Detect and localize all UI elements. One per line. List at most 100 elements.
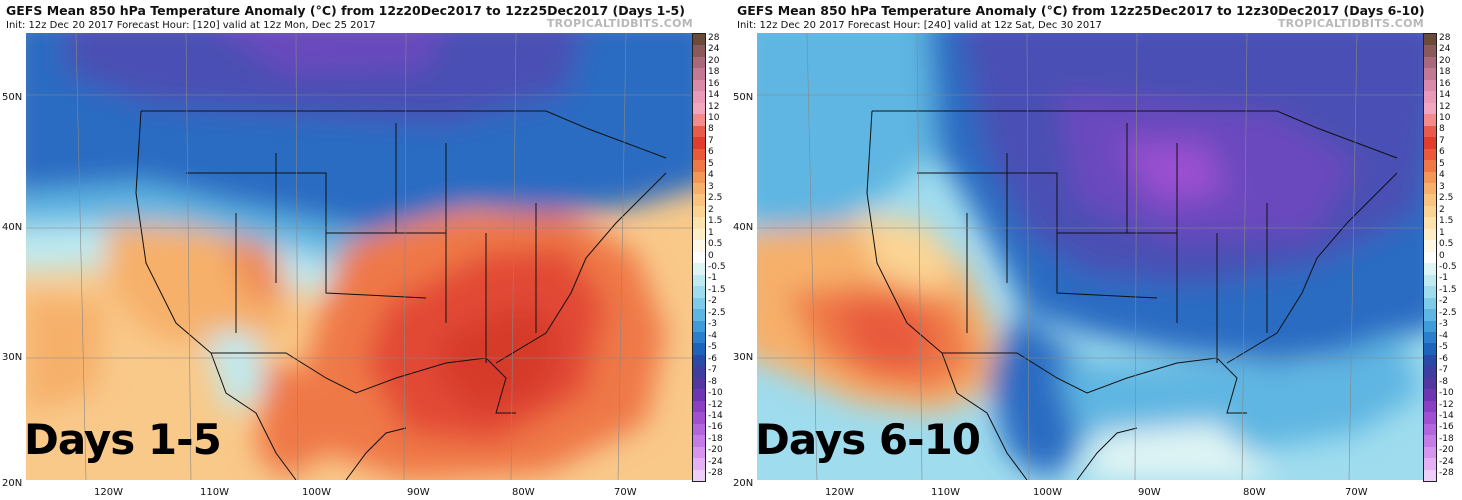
colorbar-tick-label: 5 — [1439, 158, 1445, 169]
colorbar-tick-label: 0.5 — [708, 239, 723, 250]
colorbar-tick-label: -2 — [1439, 296, 1448, 307]
colorbar-swatch — [693, 171, 705, 184]
colorbar-tick-label: -8 — [1439, 376, 1448, 387]
colorbar-tick-label: 1 — [1439, 227, 1445, 238]
colorbar-swatch — [1424, 137, 1436, 150]
colorbar-tick-label: 14 — [708, 90, 720, 101]
colorbar-swatch — [1424, 171, 1436, 184]
colorbar-swatch — [693, 446, 705, 459]
colorbar-tick-label: -12 — [1439, 399, 1454, 410]
panel-title: GEFS Mean 850 hPa Temperature Anomaly (°… — [6, 3, 685, 18]
colorbar-tick-label: -12 — [708, 399, 723, 410]
colorbar-tick-label: -4 — [1439, 330, 1448, 341]
colorbar-tick-label: -28 — [708, 468, 723, 479]
colorbar-swatch — [1424, 377, 1436, 390]
colorbar-swatch — [1424, 435, 1436, 448]
map-panel-days-6-10: GEFS Mean 850 hPa Temperature Anomaly (°… — [731, 0, 1462, 500]
colorbar-swatch — [1424, 194, 1436, 207]
colorbar-swatch — [1424, 228, 1436, 241]
map-panel-days-1-5: GEFS Mean 850 hPa Temperature Anomaly (°… — [2, 3, 726, 498]
colorbar-swatch — [693, 217, 705, 230]
colorbar-tick-label: -8 — [708, 376, 717, 387]
colorbar-swatch — [1424, 320, 1436, 333]
colorbar-tick-label: -3 — [1439, 319, 1448, 330]
colorbar-swatch — [1424, 205, 1436, 218]
colorbar-swatch — [693, 332, 705, 344]
colorbar-tick-label: 7 — [1439, 135, 1445, 146]
colorbar-swatch — [693, 435, 705, 448]
lon-label-70w: 70W — [614, 487, 637, 498]
colorbar-tick-label: 0.5 — [1439, 239, 1454, 250]
lon-label-110w: 110W — [931, 487, 960, 498]
colorbar-swatch — [693, 354, 705, 367]
colorbar-swatch — [693, 400, 705, 413]
colorbar-tick-label: 8 — [708, 124, 714, 135]
colorbar-swatch — [693, 309, 705, 322]
colorbar-swatch — [693, 102, 705, 115]
panel-subtitle: Init: 12z Dec 20 2017 Forecast Hour: [12… — [6, 20, 376, 31]
colorbar-swatch — [1424, 91, 1436, 104]
lat-label-40n: 40N — [2, 222, 23, 233]
colorbar-tick-label: -4 — [708, 330, 717, 341]
lon-label-120w: 120W — [825, 487, 854, 498]
colorbar-tick-label: 20 — [708, 55, 720, 66]
colorbar-tick-label: -6 — [1439, 353, 1448, 364]
lon-label-90w: 90W — [1138, 487, 1161, 498]
lon-label-80w: 80W — [512, 487, 535, 498]
colorbar-swatch — [1424, 309, 1436, 322]
colorbar-swatch — [693, 263, 705, 276]
colorbar-swatch — [693, 251, 705, 264]
colorbar-tick-label: -5 — [1439, 342, 1448, 353]
colorbar-swatch — [1424, 274, 1436, 287]
colorbar-swatch — [1424, 297, 1436, 310]
colorbar-tick-label: 24 — [708, 44, 720, 55]
anomaly-map — [26, 33, 692, 480]
colorbar-swatch — [1424, 240, 1436, 253]
colorbar-tick-label: 0 — [708, 250, 714, 261]
colorbar-tick-label: -14 — [1439, 410, 1454, 421]
colorbar-swatch — [1424, 79, 1436, 92]
colorbar-tick-label: 28 — [1439, 32, 1451, 43]
colorbar-tick-label: -1 — [1439, 273, 1448, 284]
colorbar-tick-label: 2.5 — [1439, 193, 1454, 204]
colorbar-swatch — [693, 377, 705, 390]
colorbar-tick-label: -24 — [1439, 456, 1454, 467]
lat-label-20n: 20N — [733, 478, 754, 489]
colorbar-tick-label: 1 — [708, 227, 714, 238]
colorbar-tick-label: -1 — [708, 273, 717, 284]
colorbar-tick-label: -20 — [1439, 445, 1454, 456]
colorbar-tick-label: -18 — [708, 433, 723, 444]
colorbar-tick-label: 16 — [708, 78, 720, 89]
colorbar-swatch — [693, 389, 705, 402]
colorbar-tick-label: 24 — [1439, 44, 1451, 55]
colorbar-tick-label: 16 — [1439, 78, 1451, 89]
colorbar-tick-label: -24 — [708, 456, 723, 467]
colorbar-swatch — [1424, 251, 1436, 264]
colorbar-swatch — [1424, 263, 1436, 276]
colorbar-swatch — [1424, 125, 1436, 138]
colorbar-tick-label: 8 — [1439, 124, 1445, 135]
colorbar-tick-label: -16 — [1439, 422, 1454, 433]
days-label: Days 1-5 — [24, 415, 222, 464]
colorbar-tick-label: 1.5 — [1439, 216, 1454, 227]
colorbar-tick-label: 3 — [1439, 181, 1445, 192]
colorbar-swatch — [693, 412, 705, 425]
colorbar-tick-label: 1.5 — [708, 216, 723, 227]
colorbar-tick-label: -5 — [708, 342, 717, 353]
colorbar-tick-label: -1.5 — [708, 284, 726, 295]
colorbar-tick-label: 6 — [708, 147, 714, 158]
colorbar-swatch — [1424, 286, 1436, 299]
colorbar-swatch — [1424, 160, 1436, 173]
panel-title: GEFS Mean 850 hPa Temperature Anomaly (°… — [737, 3, 1425, 18]
lat-label-50n: 50N — [2, 92, 23, 103]
colorbar-swatch — [693, 240, 705, 253]
colorbar-tick-label: 7 — [708, 135, 714, 146]
colorbar-swatch — [1424, 34, 1436, 46]
colorbar-swatch — [693, 458, 705, 471]
colorbar-tick-label: 10 — [708, 112, 720, 123]
lon-label-70w: 70W — [1345, 487, 1368, 498]
colorbar-tick-label: -16 — [708, 422, 723, 433]
colorbar-tick-label: -7 — [708, 365, 717, 376]
lon-label-80w: 80W — [1243, 487, 1266, 498]
colorbar-tick-label: -10 — [708, 388, 723, 399]
